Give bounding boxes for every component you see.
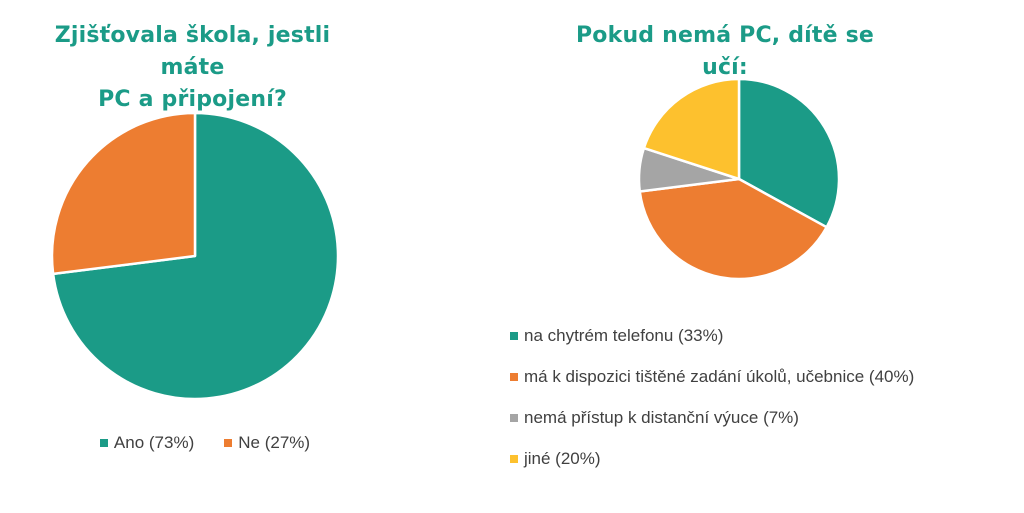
legend-item-tistene: má k dispozici tištěné zadání úkolů, uče… <box>510 356 914 397</box>
right-pie-slice-3 <box>642 77 741 181</box>
right-legend: na chytrém telefonu (33%) má k dispozici… <box>510 315 914 479</box>
legend-label-ne: Ne (27%) <box>238 433 311 452</box>
legend-swatch-jine <box>510 454 518 463</box>
legend-swatch-bez-pristupu <box>510 413 518 422</box>
left-chart-title-line-2: PC a připojení? <box>98 87 287 112</box>
left-pie-chart <box>50 111 340 401</box>
legend-swatch-telefon <box>510 331 518 340</box>
right-pie-chart <box>637 77 841 281</box>
legend-swatch-tistene <box>510 372 518 381</box>
legend-label-ano: Ano (73%) <box>113 433 195 452</box>
right-pie-slice-1 <box>638 177 828 281</box>
legend-swatch-ano <box>99 439 108 447</box>
left-chart-title: Zjišťovala škola, jestli máte PC a připo… <box>20 20 365 116</box>
left-legend: Ano (73%) Ne (27%) <box>80 433 330 453</box>
legend-label-jine: jiné (20%) <box>524 448 601 468</box>
right-pie-slice-0 <box>737 77 841 229</box>
left-chart-title-line-1: Zjišťovala škola, jestli máte <box>54 23 331 80</box>
legend-item-jine: jiné (20%) <box>510 438 914 479</box>
right-chart-title: Pokud nemá PC, dítě se učí: <box>575 23 875 80</box>
legend-label-tistene: má k dispozici tištěné zadání úkolů, uče… <box>524 366 915 386</box>
legend-label-telefon: na chytrém telefonu (33%) <box>524 325 724 345</box>
legend-label-bez-pristupu: nemá přístup k distanční výuce (7%) <box>524 407 799 427</box>
legend-item-telefon: na chytrém telefonu (33%) <box>510 315 914 356</box>
legend-item-bez-pristupu: nemá přístup k distanční výuce (7%) <box>510 397 914 438</box>
legend-swatch-ne <box>224 439 233 447</box>
legend-item-ano: Ano (73%) <box>99 433 195 453</box>
left-pie-slice-1 <box>50 111 197 276</box>
legend-item-ne: Ne (27%) <box>224 433 310 453</box>
